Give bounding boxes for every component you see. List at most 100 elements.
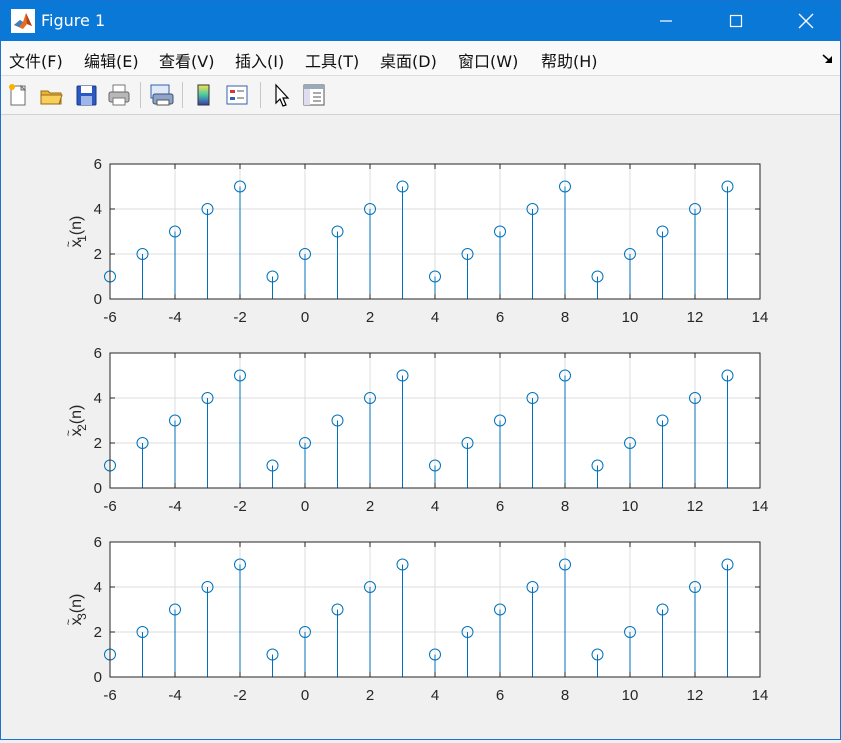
- x-tick-label: -4: [168, 687, 181, 704]
- x-tick-label: 4: [431, 498, 439, 515]
- menu-insert[interactable]: 插入(I): [235, 52, 285, 71]
- stem-marker: [136, 626, 149, 638]
- menu-file[interactable]: 文件(F): [9, 52, 63, 71]
- dock-arrow-icon[interactable]: [821, 51, 835, 70]
- menu-desktop[interactable]: 桌面(D): [380, 52, 437, 71]
- menu-bar: 文件(F) 编辑(E) 查看(V) 插入(I) 工具(T) 桌面(D) 窗口(W…: [1, 41, 840, 76]
- x-tick-label: 8: [561, 309, 569, 326]
- toolbar-separator: [140, 82, 141, 108]
- print-preview-icon[interactable]: [148, 82, 174, 108]
- x-tick-label: 14: [752, 687, 769, 704]
- x-tick-label: -4: [168, 309, 181, 326]
- stem-marker: [331, 603, 344, 616]
- plots-svg: -6 -4 -2 0 2 4 6 8 10 12 14 0 2 4 6 x~1(n) -6 -4 -2 0 2 4 6 8 10…: [63, 156, 769, 704]
- maximize-button[interactable]: [701, 1, 771, 41]
- x-tick-label: 10: [622, 309, 639, 326]
- y-tick-label: 0: [94, 669, 102, 686]
- maximize-icon: [729, 14, 743, 28]
- y-tick-label: 2: [94, 435, 102, 452]
- y-tick-label: 0: [94, 291, 102, 308]
- stem-marker: [429, 648, 441, 661]
- toolbar-separator: [260, 82, 261, 108]
- open-file-icon[interactable]: [38, 82, 64, 108]
- stem-marker: [364, 392, 376, 404]
- stem-marker: [526, 392, 539, 404]
- stem-marker: [559, 180, 571, 193]
- stem-marker: [266, 270, 279, 283]
- stem-marker: [299, 626, 311, 638]
- stem-marker: [169, 414, 181, 427]
- save-icon[interactable]: [73, 82, 99, 108]
- x-tick-label: 0: [301, 687, 309, 704]
- title-bar[interactable]: Figure 1: [1, 1, 840, 41]
- x-tick-label: -2: [233, 309, 246, 326]
- y-tick-label: 0: [94, 480, 102, 497]
- x-tick-label: -6: [103, 687, 116, 704]
- y-tick-label: 4: [94, 390, 102, 407]
- y-tick-label: 6: [94, 345, 102, 362]
- matlab-logo-icon: [11, 9, 35, 33]
- x-tick-label: 2: [366, 309, 374, 326]
- stem-marker: [559, 369, 571, 382]
- x-tick-label: 6: [496, 687, 504, 704]
- stem-marker: [624, 248, 636, 260]
- stem-marker: [721, 180, 734, 193]
- new-figure-icon[interactable]: [5, 82, 31, 108]
- stem-marker: [266, 648, 279, 661]
- print-icon[interactable]: [106, 82, 132, 108]
- close-icon: [798, 13, 814, 29]
- stem-marker: [364, 581, 376, 593]
- stem-marker: [461, 248, 474, 260]
- stem-marker: [689, 203, 701, 215]
- stem-marker: [299, 437, 311, 449]
- figure-canvas: -6 -4 -2 0 2 4 6 8 10 12 14 0 2 4 6 x~1(n) -6 -4 -2 0 2 4 6 8 10…: [1, 115, 840, 739]
- minimize-icon: [659, 14, 673, 28]
- stem-marker: [656, 414, 669, 427]
- x-tick-label: 6: [496, 498, 504, 515]
- x-tick-label: 8: [561, 498, 569, 515]
- stem-marker: [201, 392, 214, 404]
- stem-marker: [656, 603, 669, 616]
- stem-marker: [136, 248, 149, 260]
- x-tick-label: 2: [366, 687, 374, 704]
- menu-window[interactable]: 窗口(W): [458, 52, 519, 71]
- minimize-button[interactable]: [631, 1, 701, 41]
- stem-marker: [396, 180, 409, 193]
- stem-marker: [494, 603, 506, 616]
- menu-tools[interactable]: 工具(T): [305, 52, 360, 71]
- stem-marker: [169, 603, 181, 616]
- stem-marker: [689, 392, 701, 404]
- x-tick-label: 12: [687, 498, 704, 515]
- x-tick-label: 8: [561, 687, 569, 704]
- stem-marker: [169, 225, 181, 238]
- subplot-3: -6 -4 -2 0 2 4 6 8 10 12 14 0 2 4 6 x~3(n): [63, 534, 768, 704]
- window-title: Figure 1: [41, 11, 106, 30]
- pointer-icon[interactable]: [269, 82, 295, 108]
- y-axis-label: x~1(n): [63, 216, 89, 248]
- menu-view[interactable]: 查看(V): [159, 52, 215, 71]
- property-inspector-icon[interactable]: [301, 82, 327, 108]
- y-axis-label: x~2(n): [63, 405, 89, 437]
- stem-marker: [494, 414, 506, 427]
- x-tick-label: 4: [431, 309, 439, 326]
- stem-marker: [624, 437, 636, 449]
- stem-marker: [721, 558, 734, 571]
- stem-marker: [591, 648, 604, 661]
- stem-marker: [136, 437, 149, 449]
- close-button[interactable]: [771, 1, 841, 41]
- stem-marker: [656, 225, 669, 238]
- x-tick-label: 14: [752, 498, 769, 515]
- legend-icon[interactable]: [224, 82, 250, 108]
- stem-marker: [559, 558, 571, 571]
- stem-marker: [591, 270, 604, 283]
- menu-edit[interactable]: 编辑(E): [84, 52, 139, 71]
- stem-marker: [396, 558, 409, 571]
- y-tick-label: 2: [94, 246, 102, 263]
- x-tick-label: 10: [622, 687, 639, 704]
- menu-help[interactable]: 帮助(H): [541, 52, 598, 71]
- toolbar: [1, 76, 840, 115]
- x-tick-label: 14: [752, 309, 769, 326]
- x-tick-label: -2: [233, 687, 246, 704]
- x-tick-label: 0: [301, 498, 309, 515]
- colorbar-icon[interactable]: [191, 82, 217, 108]
